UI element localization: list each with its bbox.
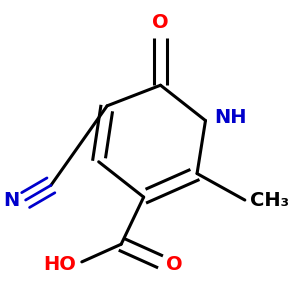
Text: HO: HO [43, 255, 76, 274]
Text: NH: NH [214, 108, 246, 127]
Text: N: N [4, 190, 20, 210]
Text: CH₃: CH₃ [250, 190, 290, 210]
Text: O: O [152, 13, 169, 32]
Text: O: O [166, 255, 183, 274]
